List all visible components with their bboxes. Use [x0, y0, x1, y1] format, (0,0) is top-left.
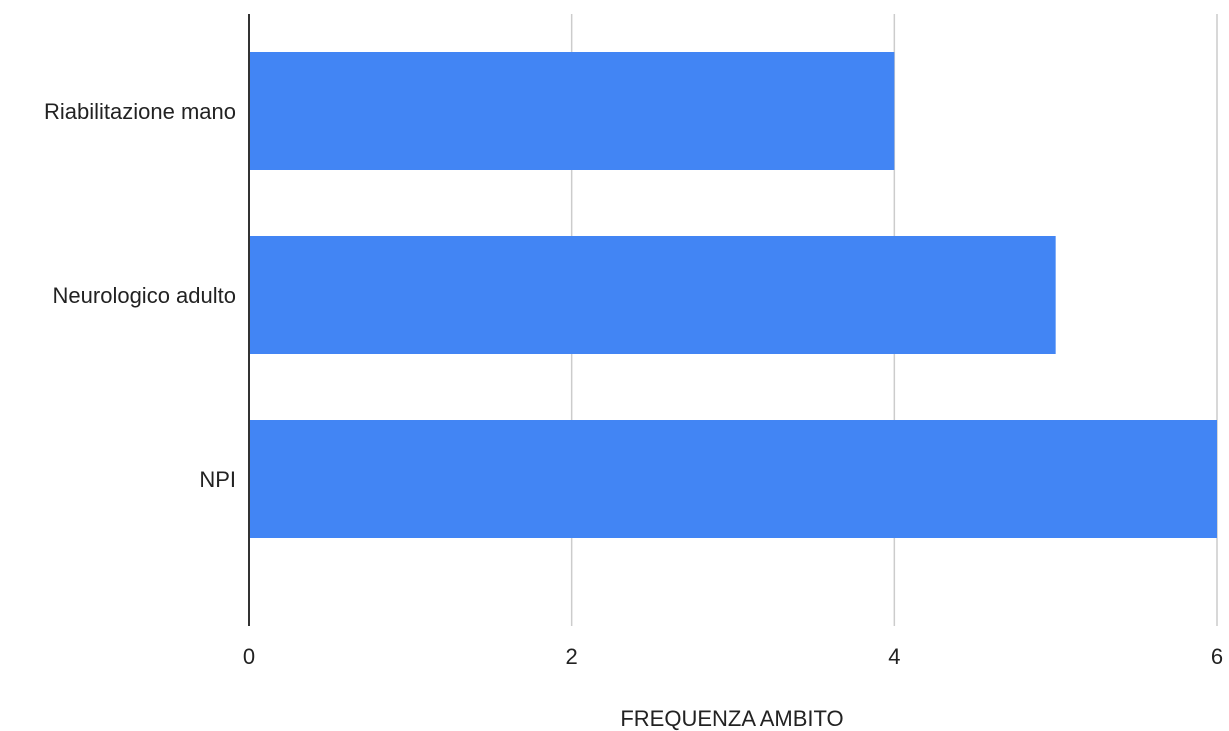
bar-neurologico-adulto [249, 236, 1056, 354]
category-label-neurologico-adulto: Neurologico adulto [53, 283, 236, 308]
bar-npi [249, 420, 1217, 538]
bars [249, 52, 1217, 538]
x-tick-label-4: 4 [888, 644, 900, 669]
category-label-riabilitazione-mano: Riabilitazione mano [44, 99, 236, 124]
category-labels: Riabilitazione mano Neurologico adulto NPI [44, 99, 236, 492]
category-label-npi: NPI [199, 467, 236, 492]
x-tick-labels: 0 2 4 6 [243, 644, 1223, 669]
bar-riabilitazione-mano [249, 52, 895, 170]
x-axis-title: FREQUENZA AMBITO [620, 706, 843, 731]
x-tick-label-6: 6 [1211, 644, 1223, 669]
x-tick-label-2: 2 [566, 644, 578, 669]
x-tick-label-0: 0 [243, 644, 255, 669]
